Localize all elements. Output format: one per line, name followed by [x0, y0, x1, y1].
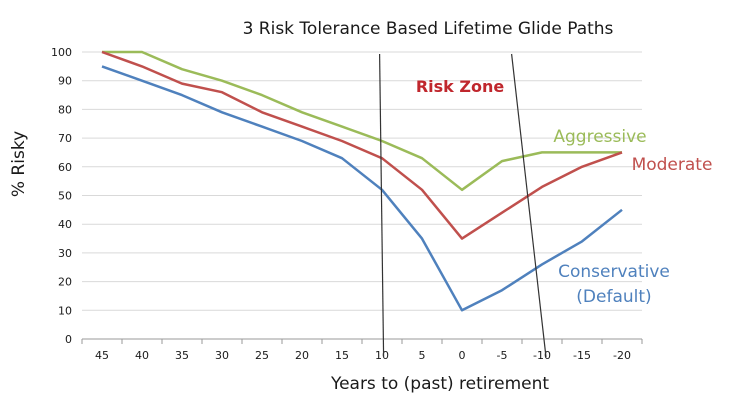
x-axis [81, 339, 643, 344]
x-tick-label: 45 [95, 349, 109, 362]
y-tick-label: 10 [58, 304, 72, 317]
y-tick-label: 60 [58, 161, 72, 174]
x-tick-label: 40 [135, 349, 149, 362]
x-tick-label: -20 [613, 349, 631, 362]
y-tick-label: 90 [58, 75, 72, 88]
x-tick-label: 10 [375, 349, 389, 362]
x-tick-labels: 45 40 35 30 25 20 15 10 5 0 -5 -10 -15 -20 [95, 349, 631, 362]
x-tick-label: 35 [175, 349, 189, 362]
series-labels: Aggressive Moderate Conservative (Default) [553, 127, 712, 307]
gridlines [82, 51, 642, 340]
aggressive-series-label: Aggressive [553, 127, 646, 147]
y-tick-label: 70 [58, 132, 72, 145]
x-tick-label: -10 [533, 349, 551, 362]
aggressive-series-line [102, 50, 622, 192]
y-tick-label: 20 [58, 276, 72, 289]
x-tick-label: 30 [215, 349, 229, 362]
moderate-series-label: Moderate [632, 155, 713, 175]
x-tick-label: 5 [419, 349, 426, 362]
x-tick-label: -5 [497, 349, 508, 362]
series-lines [101, 50, 623, 312]
risk-zone-boundary [379, 53, 385, 358]
y-tick-label: 100 [51, 46, 72, 59]
conservative-series-label: Conservative (Default) [558, 262, 670, 307]
y-tick-label: 30 [58, 247, 72, 260]
risk-zone-label: Risk Zone [416, 77, 505, 96]
y-tick-label: 50 [58, 190, 72, 203]
risk-zone-lines [379, 53, 547, 358]
y-tick-label: 0 [65, 333, 72, 346]
moderate-series-line [101, 50, 623, 240]
risk-zone-boundary [511, 53, 547, 358]
y-axis-label: % Risky [9, 131, 29, 197]
x-tick-label: 0 [459, 349, 466, 362]
x-tick-label: 20 [295, 349, 309, 362]
x-tick-label: 25 [255, 349, 269, 362]
y-tick-label: 40 [58, 218, 72, 231]
y-tick-labels: 0 10 20 30 40 50 60 70 80 90 100 [51, 46, 72, 346]
chart-title: 3 Risk Tolerance Based Lifetime Glide Pa… [243, 19, 614, 39]
conservative-series-line [101, 65, 623, 312]
x-tick-label: -15 [573, 349, 591, 362]
x-tick-label: 15 [335, 349, 349, 362]
x-axis-label: Years to (past) retirement [330, 374, 549, 394]
y-tick-label: 80 [58, 103, 72, 116]
